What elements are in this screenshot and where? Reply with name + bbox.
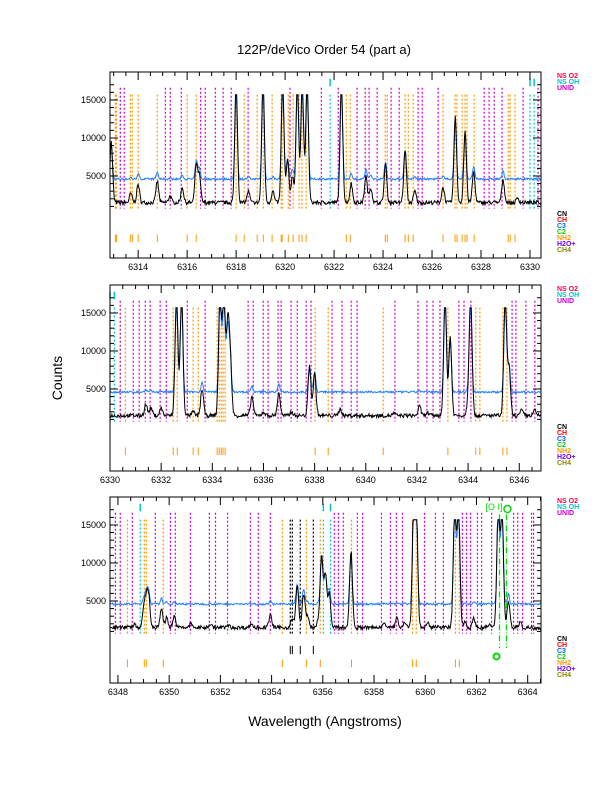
- legend-top-item: UNID: [557, 510, 574, 517]
- chart-title: 122P/deVico Order 54 (part a): [237, 42, 411, 57]
- x-tick-label: 6356: [313, 687, 333, 697]
- plot-frame: [109, 284, 542, 472]
- x-tick-label: 6332: [151, 475, 171, 485]
- legend-bottom-item: NH2: [557, 235, 571, 242]
- legend-top-item: NS O2: [557, 498, 578, 505]
- observed-spectrum-line: [109, 307, 542, 420]
- y-tick-label: 10000: [81, 133, 106, 143]
- legend-bottom-item: CH4: [557, 247, 571, 254]
- x-tick-label: 6354: [262, 687, 282, 697]
- x-tick-label: 6322: [324, 262, 344, 272]
- legend-top-item: NS O2: [557, 73, 578, 80]
- legend-bottom-item: C2: [557, 654, 566, 661]
- x-axis-label: Wavelength (Angstroms): [248, 713, 402, 729]
- legend-bottom-item: H2O+: [557, 241, 575, 248]
- legend-bottom-item: CH4: [557, 460, 571, 467]
- x-tick-label: 6360: [415, 687, 435, 697]
- observed-spectrum-line: [109, 519, 542, 632]
- legend-top-item: NS OH: [557, 504, 579, 511]
- x-tick-label: 6344: [458, 475, 478, 485]
- x-tick-label: 6364: [518, 687, 538, 697]
- x-tick-label: 6328: [471, 262, 491, 272]
- legend-top-item: UNID: [557, 298, 574, 305]
- panel-1: 6314 6316 6318 6320 6322 6324 6326 6328 6330 5000…: [81, 71, 579, 272]
- x-tick-label: 6324: [373, 262, 393, 272]
- y-axis-label: Counts: [49, 356, 65, 400]
- plot-frame: [109, 71, 542, 259]
- legend-bottom-item: C2: [557, 442, 566, 449]
- y-tick-label: 10000: [81, 346, 106, 356]
- y-tick-label: 15000: [81, 520, 106, 530]
- observed-spectrum-line: [109, 94, 542, 207]
- model-spectrum-line: [109, 94, 542, 182]
- x-tick-label: 6352: [210, 687, 230, 697]
- x-tick-label: 6342: [407, 475, 427, 485]
- legend-top-item: NS OH: [557, 79, 579, 86]
- legend-bottom-item: CH: [557, 642, 567, 649]
- x-tick-label: 6346: [509, 475, 529, 485]
- y-tick-label: 15000: [81, 95, 106, 105]
- x-tick-label: 6336: [253, 475, 273, 485]
- legend-bottom-item: CH4: [557, 672, 571, 679]
- legend-top-item: NS O2: [557, 286, 578, 293]
- x-tick-label: 6318: [226, 262, 246, 272]
- legend-bottom-item: C3: [557, 648, 566, 655]
- legend-bottom-item: CH: [557, 217, 567, 224]
- legend-bottom-item: CN: [557, 424, 567, 431]
- legend-bottom-item: H2O+: [557, 666, 575, 673]
- model-spectrum-line: [109, 519, 542, 607]
- x-tick-label: 6320: [275, 262, 295, 272]
- legend-bottom-item: NH2: [557, 660, 571, 667]
- x-tick-label: 6326: [422, 262, 442, 272]
- x-tick-label: 6330: [520, 262, 540, 272]
- legend-bottom-item: C3: [557, 436, 566, 443]
- x-tick-label: 6314: [128, 262, 148, 272]
- x-tick-label: 6330: [100, 475, 120, 485]
- y-tick-label: 15000: [81, 308, 106, 318]
- x-tick-label: 6340: [356, 475, 376, 485]
- legend-top-item: UNID: [557, 85, 574, 92]
- y-tick-label: 5000: [86, 384, 106, 394]
- legend-top-item: NS OH: [557, 292, 579, 299]
- x-tick-label: 6362: [466, 687, 486, 697]
- earth-symbol-icon: [503, 504, 512, 514]
- legend-bottom-item: CN: [557, 211, 567, 218]
- legend-bottom-item: C2: [557, 229, 566, 236]
- legend-bottom-item: H2O+: [557, 454, 575, 461]
- y-tick-label: 5000: [86, 596, 106, 606]
- telluric-label: [O I]: [486, 502, 503, 512]
- legend-bottom-item: NH2: [557, 448, 571, 455]
- legend-bottom-item: CH: [557, 430, 567, 437]
- panel-2: 6330 6332 6334 6336 6338 6340 6342 6344 6346 5000…: [81, 284, 579, 485]
- y-tick-label: 5000: [86, 171, 106, 181]
- x-tick-label: 6350: [159, 687, 179, 697]
- legend-bottom-item: C3: [557, 223, 566, 230]
- panel-3: [O I] 6348 6350 6352 6354 6356 6358 6360 6362 636…: [81, 496, 579, 697]
- x-tick-label: 6334: [202, 475, 222, 485]
- x-tick-label: 6358: [364, 687, 384, 697]
- plot-frame: [109, 496, 542, 684]
- y-tick-label: 10000: [81, 558, 106, 568]
- legend-bottom-item: CN: [557, 636, 567, 643]
- x-tick-label: 6316: [177, 262, 197, 272]
- x-tick-label: 6338: [305, 475, 325, 485]
- x-tick-label: 6348: [108, 687, 128, 697]
- earth-symbol-icon: [492, 652, 501, 661]
